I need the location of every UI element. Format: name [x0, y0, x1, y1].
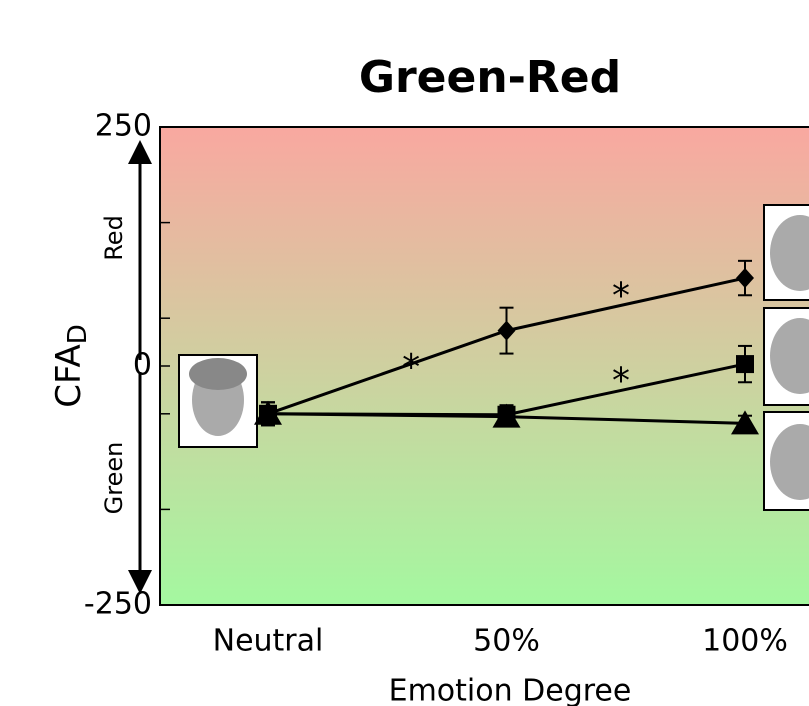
face-happy — [764, 308, 809, 405]
y-tick-label: 250 — [95, 109, 152, 144]
chart-title: Green-Red — [359, 52, 621, 103]
x-axis-label: Emotion Degree — [389, 674, 632, 706]
y-axis-label: CFAD — [49, 324, 93, 407]
x-tick-label: 50% — [473, 624, 540, 659]
annotation: * — [612, 276, 630, 317]
y-label-sub: D — [63, 324, 93, 344]
chart: Green-Red Emotion Degree CFAD Red Green … — [0, 0, 809, 706]
marker-square — [736, 355, 754, 373]
up-label: Red — [100, 215, 128, 261]
y-tick-label: 0 — [133, 348, 152, 383]
face-sad — [764, 412, 809, 510]
face-angry — [764, 205, 809, 300]
y-label-main: CFA — [49, 344, 89, 407]
y-tick-label: -250 — [84, 587, 152, 622]
face-neutral — [179, 355, 257, 447]
down-label: Green — [100, 442, 128, 515]
annotation: * — [612, 361, 630, 402]
x-tick-label: 100% — [702, 624, 788, 659]
x-tick-label: Neutral — [213, 624, 324, 659]
annotation: * — [402, 347, 420, 388]
